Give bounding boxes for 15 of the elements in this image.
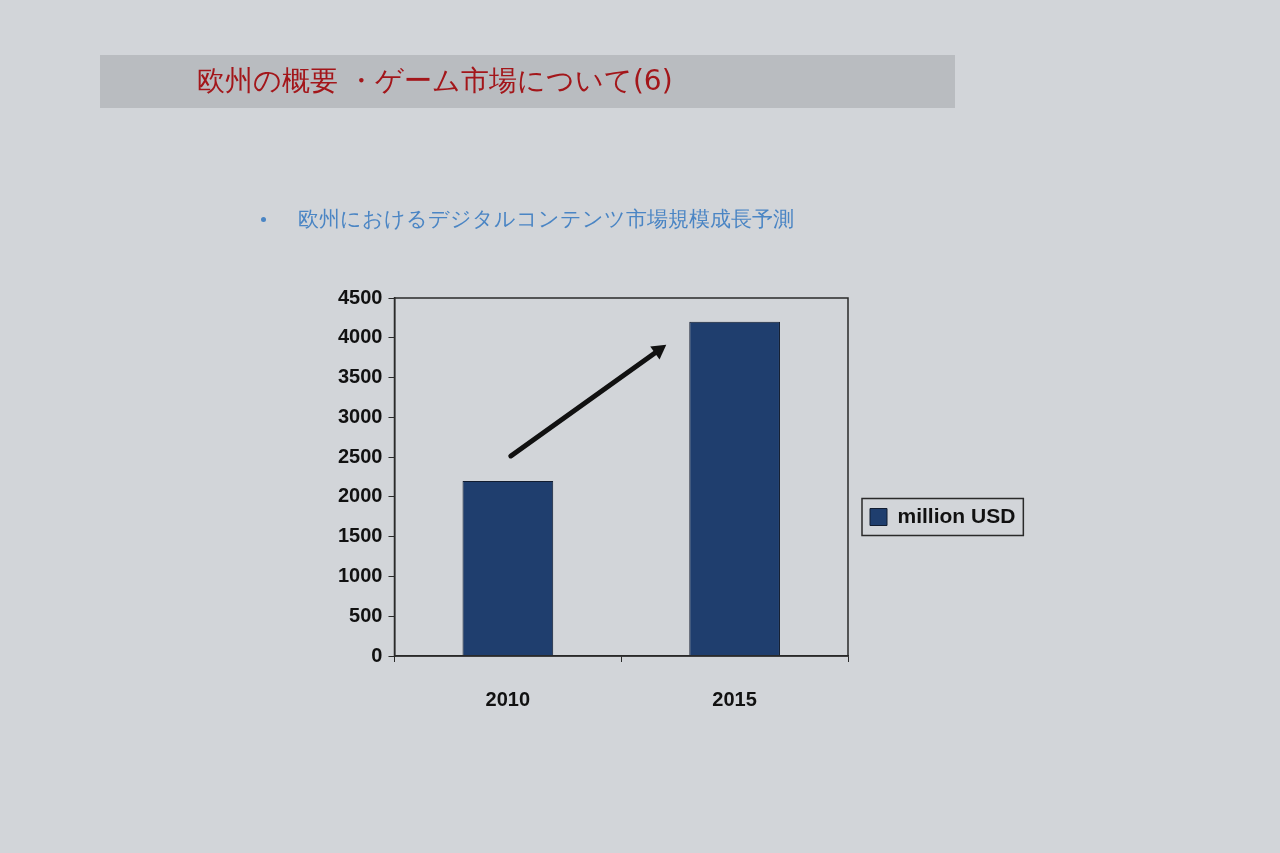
y-tick-label: 1500 bbox=[337, 524, 383, 547]
y-tick-label: 0 bbox=[371, 643, 383, 666]
x-tick-label: 2010 bbox=[485, 687, 531, 710]
y-tick-label: 500 bbox=[349, 603, 383, 626]
y-tick-label: 2000 bbox=[337, 484, 383, 507]
chart-title: 欧州の概要 ・ゲーム市場について(6) bbox=[197, 63, 673, 99]
y-tick-label: 1000 bbox=[337, 563, 383, 586]
x-tick-label: 2015 bbox=[712, 687, 757, 710]
legend-label: million USD bbox=[897, 503, 1016, 527]
y-tick-label: 4500 bbox=[337, 285, 383, 308]
y-tick-label: 3500 bbox=[337, 365, 383, 388]
y-tick-label: 2500 bbox=[337, 444, 383, 467]
chart-subtitle: 欧州におけるデジタルコンテンツ市場規模成長予測 bbox=[298, 207, 794, 231]
y-tick-label: 3000 bbox=[337, 404, 383, 427]
y-tick-label: 4000 bbox=[337, 325, 383, 348]
